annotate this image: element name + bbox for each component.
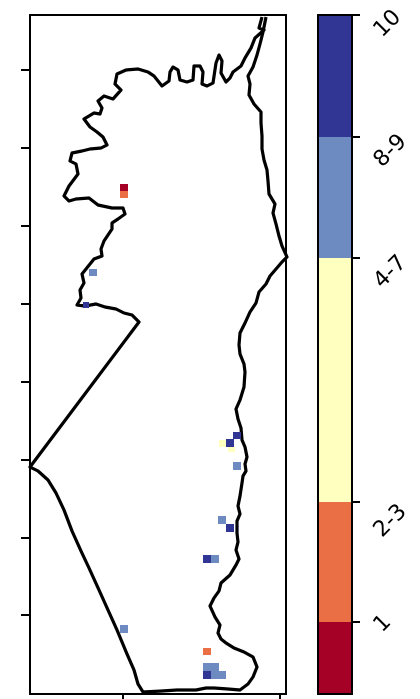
colorbar-label-8-9: 8-9 xyxy=(369,129,412,172)
cell-dark-blue xyxy=(83,302,89,308)
coastline-outline xyxy=(28,16,289,694)
cell-light-blue xyxy=(218,516,226,524)
cell-light-blue xyxy=(120,625,128,633)
colorbar: 1 2-3 4-7 8-9 10 xyxy=(317,5,412,695)
colorbar-bin-4-7 xyxy=(318,258,352,502)
cell-light-yellow xyxy=(219,440,226,447)
colorbar-bin-10 xyxy=(318,15,352,137)
cell-dark-red xyxy=(120,184,128,191)
cell-dark-blue xyxy=(203,671,211,679)
colorbar-bin-2-3 xyxy=(318,502,352,622)
colorbar-label-10: 10 xyxy=(369,5,406,42)
y-axis-ticks xyxy=(21,69,30,616)
cell-orange xyxy=(120,191,128,198)
cell-light-blue xyxy=(89,269,97,276)
x-axis-ticks xyxy=(122,694,281,699)
colorbar-border xyxy=(317,14,353,695)
data-cells xyxy=(83,184,241,679)
cell-light-blue xyxy=(233,462,241,470)
cell-light-blue xyxy=(211,555,219,563)
cell-dark-blue xyxy=(203,555,211,563)
map-frame xyxy=(29,14,287,695)
cell-light-yellow xyxy=(228,447,235,452)
cell-orange xyxy=(203,648,211,655)
cell-light-blue xyxy=(203,663,211,671)
colorbar-label-2-3: 2-3 xyxy=(369,499,412,542)
colorbar-bin-8-9 xyxy=(318,137,352,258)
cell-light-blue xyxy=(211,663,219,671)
cell-dark-blue xyxy=(233,432,241,439)
cell-dark-blue xyxy=(226,439,234,447)
cell-light-blue xyxy=(211,671,219,679)
colorbar-bin-1 xyxy=(318,622,352,694)
colorbar-label-4-7: 4-7 xyxy=(369,250,412,293)
colorbar-ticks xyxy=(352,14,360,623)
colorbar-label-1: 1 xyxy=(369,610,397,638)
map-panel xyxy=(21,14,289,699)
cell-light-blue xyxy=(218,671,226,679)
cell-dark-blue xyxy=(226,524,234,532)
